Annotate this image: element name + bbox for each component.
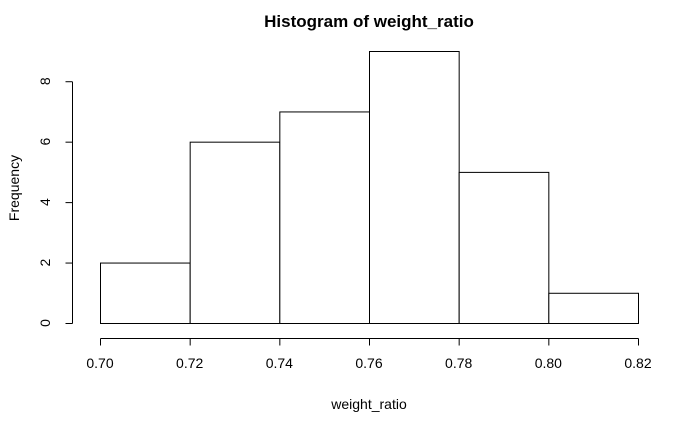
histogram-bar-1 [189,141,281,324]
x-tick-label-3: 0.76 [355,355,382,371]
x-tick-label-4: 0.78 [445,355,472,371]
x-axis: 0.70 0.72 0.74 0.76 0.78 0.80 0.82 [86,338,652,371]
histogram-bar-4 [458,171,550,324]
y-axis-label: Frequency [6,155,22,221]
x-tick-label-5: 0.80 [535,355,562,371]
chart-title: Histogram of weight_ratio [264,12,474,31]
x-tick-label-2: 0.74 [266,355,293,371]
histogram-bars [100,51,639,324]
y-tick-label-4: 8 [37,77,53,85]
x-axis-label: weight_ratio [330,396,407,412]
histogram-bar-5 [548,292,639,324]
histogram-bar-2 [279,111,371,324]
x-tick-label-1: 0.72 [176,355,203,371]
y-axis: 0 2 4 6 8 [37,77,73,327]
x-tick-label-0: 0.70 [86,355,113,371]
histogram-bar-3 [369,51,460,324]
y-tick-label-2: 4 [37,198,53,206]
y-tick-label-1: 2 [37,258,53,266]
x-tick-label-6: 0.82 [624,355,651,371]
histogram-bar-0 [100,262,191,324]
y-tick-label-0: 0 [37,319,53,327]
y-tick-label-3: 6 [37,138,53,146]
